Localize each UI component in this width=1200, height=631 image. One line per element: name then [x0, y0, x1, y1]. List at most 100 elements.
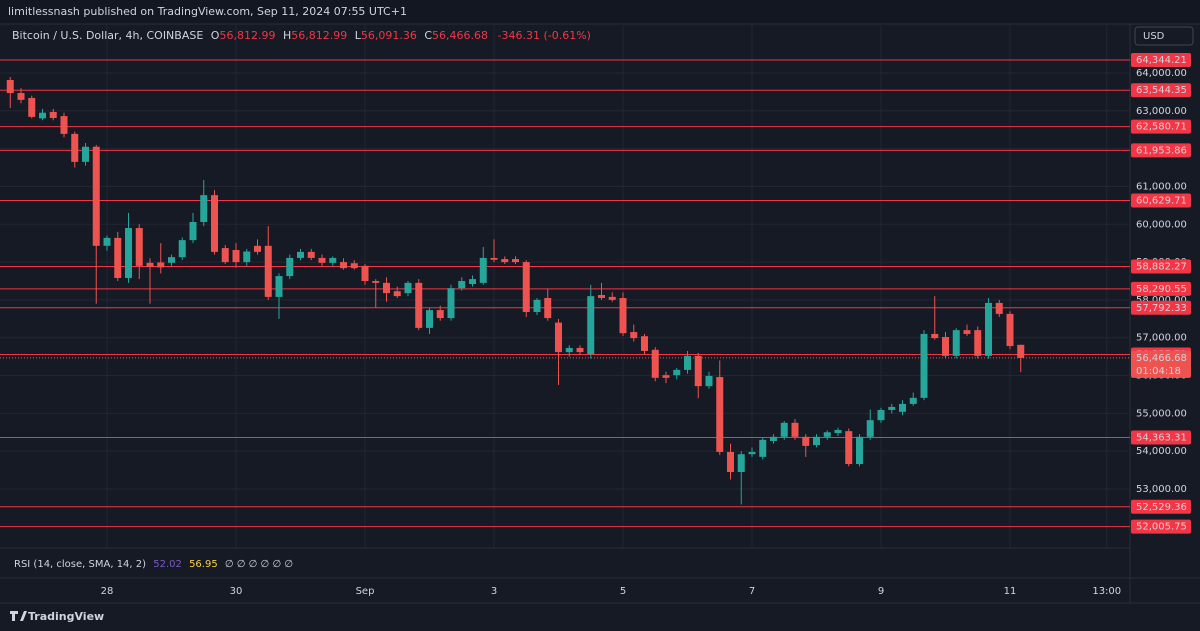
candle-body: [415, 282, 423, 328]
currency-button[interactable]: [1134, 26, 1194, 46]
candle-body: [802, 436, 810, 446]
candle-body: [103, 237, 111, 246]
y-tick-label: 53,000.00: [1136, 484, 1187, 495]
candle-body: [995, 302, 1003, 314]
h-label: H: [283, 29, 291, 42]
candles: [6, 76, 1025, 505]
candle-body: [340, 262, 347, 269]
candle-body: [82, 146, 89, 162]
candle-body: [920, 333, 928, 398]
last-price-box: [1131, 350, 1191, 378]
candle-body: [866, 420, 874, 437]
level-label: 52,005.75: [1136, 522, 1187, 533]
level-label: 58,290.55: [1136, 284, 1187, 295]
level-label-box: [1131, 143, 1191, 158]
candle-body: [501, 259, 509, 263]
y-tick-label: 58,000.00: [1136, 295, 1187, 306]
candle-body: [641, 336, 648, 351]
candle-body: [372, 280, 380, 283]
time-axis: 28 30 Sep 3 5 7 9 11 13:00: [101, 586, 1122, 597]
y-tick-label: 55,000.00: [1136, 408, 1187, 419]
footer-brand: TradingView: [28, 610, 104, 623]
candle-body: [952, 330, 960, 356]
candle-body: [684, 355, 691, 370]
candle-body: [436, 310, 444, 319]
candle-body: [576, 347, 584, 353]
candle-body: [92, 146, 100, 246]
level-label: 63,544.35: [1136, 85, 1187, 96]
candle-body: [759, 439, 767, 457]
candle-body: [479, 257, 487, 283]
x-tick-label: 9: [878, 586, 884, 597]
candle-body: [587, 296, 595, 354]
candle-body: [135, 228, 143, 266]
level-label-box: [1131, 499, 1191, 514]
candle-body: [662, 375, 670, 378]
candle-body: [329, 257, 337, 263]
x-tick-label: 11: [1004, 586, 1017, 597]
candle-body: [114, 237, 122, 278]
candle-body: [899, 403, 906, 412]
y-tick-label: 60,000.00: [1136, 219, 1187, 230]
candle-body: [834, 430, 842, 434]
level-label: 62,580.71: [1136, 122, 1187, 133]
candle-body: [608, 296, 616, 300]
o-value: 56,812.99: [219, 29, 275, 42]
candle-body: [555, 322, 562, 353]
candle-body: [1006, 313, 1014, 347]
candle-body: [211, 195, 218, 252]
symbol-legend: Bitcoin / U.S. Dollar, 4h, COINBASE O56,…: [12, 29, 591, 42]
c-label: C: [424, 29, 432, 42]
levels: [0, 59, 1130, 528]
candle-body: [619, 298, 627, 334]
candle-body: [716, 377, 724, 452]
candle-body: [630, 332, 638, 339]
candle-body: [264, 245, 272, 297]
candle-body: [350, 263, 358, 269]
candle-body: [770, 436, 777, 441]
candle-body: [125, 228, 132, 278]
level-label-box: [1131, 119, 1191, 134]
candle-body: [6, 79, 14, 94]
level-label-box: [1131, 259, 1191, 274]
y-tick-label: 54,000.00: [1136, 446, 1187, 457]
candle-body: [221, 248, 229, 263]
candle-body: [813, 436, 820, 446]
candle-body: [544, 298, 552, 319]
candle-body: [856, 436, 863, 465]
candle-body: [985, 302, 992, 356]
candle-body: [189, 221, 197, 241]
candle-body: [909, 397, 917, 404]
level-label-box: [1131, 281, 1191, 296]
candle-body: [318, 257, 326, 263]
candle-body: [383, 282, 390, 294]
candle-body: [823, 432, 831, 437]
x-tick-label: 7: [749, 586, 755, 597]
h-value: 56,812.99: [291, 29, 347, 42]
candle-body: [522, 262, 530, 313]
candle-body: [888, 406, 896, 410]
candle-body: [232, 249, 240, 263]
x-tick-label: 28: [101, 586, 114, 597]
published-text: limitlessnash published on TradingView.c…: [8, 5, 407, 18]
candle-body: [469, 279, 476, 285]
level-label: 57,792.33: [1136, 303, 1187, 314]
rsi-ma-value: 56.95: [189, 559, 218, 570]
l-value: 56,091.36: [361, 29, 417, 42]
candle-body: [426, 310, 433, 328]
candle-body: [146, 262, 154, 268]
c-value: 56,466.68: [432, 29, 488, 42]
level-label: 58,882.27: [1136, 262, 1187, 273]
tv-logo: [10, 611, 27, 621]
candle-body: [974, 330, 982, 356]
level-label-box: [1131, 430, 1191, 445]
level-label-box: [1131, 300, 1191, 315]
level-label: 61,953.86: [1136, 145, 1187, 156]
currency-label[interactable]: USD: [1143, 31, 1165, 42]
candle-body: [694, 355, 702, 387]
symbol: Bitcoin / U.S. Dollar, 4h, COINBASE: [12, 29, 203, 42]
candle-body: [533, 299, 541, 313]
candle-body: [748, 451, 756, 455]
candle-body: [404, 282, 412, 294]
